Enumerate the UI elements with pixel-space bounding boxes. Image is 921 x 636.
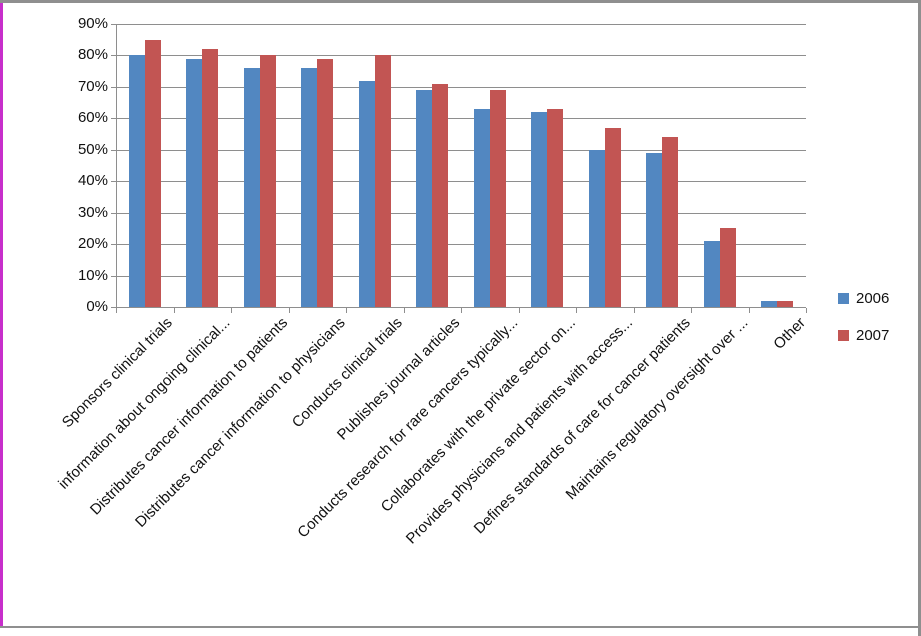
x-axis-tick xyxy=(806,308,807,313)
x-axis-tick xyxy=(749,308,750,313)
y-axis-tick xyxy=(111,307,116,308)
y-axis-tick xyxy=(111,213,116,214)
x-axis-tick xyxy=(519,308,520,313)
bar-2006-11[interactable] xyxy=(704,241,720,307)
y-axis-tick xyxy=(111,276,116,277)
x-axis-tick xyxy=(461,308,462,313)
y-axis-tick-label: 50% xyxy=(77,141,108,158)
y-axis-tick xyxy=(111,55,116,56)
y-axis-tick-label: 10% xyxy=(77,267,108,284)
y-axis-tick-label: 80% xyxy=(77,46,108,63)
x-axis-tick xyxy=(231,308,232,313)
x-axis-tick xyxy=(404,308,405,313)
y-axis-line xyxy=(116,24,117,308)
legend-entry-2007[interactable]: 2007 xyxy=(838,328,889,343)
y-axis-tick xyxy=(111,181,116,182)
category-label-5: Conducts clinical trials xyxy=(289,314,407,432)
frame-bottom-border xyxy=(0,626,921,628)
bar-2006-10[interactable] xyxy=(646,153,662,307)
frame-top-border xyxy=(0,0,921,3)
gridline-90 xyxy=(116,24,806,25)
x-axis-tick xyxy=(691,308,692,313)
bar-2006-6[interactable] xyxy=(416,90,432,307)
x-axis-tick xyxy=(576,308,577,313)
bar-2006-2[interactable] xyxy=(186,59,202,307)
y-axis-tick xyxy=(111,150,116,151)
gridline-10 xyxy=(116,276,806,277)
gridline-0 xyxy=(116,307,806,308)
frame-right-border xyxy=(918,0,921,636)
y-axis-tick xyxy=(111,87,116,88)
bar-2007-4[interactable] xyxy=(317,59,333,307)
category-label-10: Defines standards of care for cancer pat… xyxy=(470,314,694,538)
frame-left-accent xyxy=(0,3,3,626)
bar-2007-9[interactable] xyxy=(605,128,621,307)
y-axis-tick-label: 30% xyxy=(77,204,108,221)
y-axis-tick xyxy=(111,118,116,119)
legend-swatch-2007-icon xyxy=(838,330,849,341)
bar-2007-12[interactable] xyxy=(777,301,793,307)
y-axis-tick-label: 40% xyxy=(77,172,108,189)
bar-2006-3[interactable] xyxy=(244,68,260,307)
gridline-40 xyxy=(116,181,806,182)
gridline-70 xyxy=(116,87,806,88)
y-axis-tick-label: 70% xyxy=(77,78,108,95)
gridline-30 xyxy=(116,213,806,214)
bar-2006-8[interactable] xyxy=(531,112,547,307)
bar-2007-1[interactable] xyxy=(145,40,161,307)
category-label-4: Distributes cancer information to physic… xyxy=(131,314,349,531)
bar-2006-1[interactable] xyxy=(129,55,145,307)
x-axis-tick xyxy=(634,308,635,313)
bar-2007-8[interactable] xyxy=(547,109,563,307)
y-axis-tick-label: 20% xyxy=(77,235,108,252)
bar-2006-12[interactable] xyxy=(761,301,777,307)
legend-label-2007: 2007 xyxy=(856,327,890,344)
x-axis-tick xyxy=(289,308,290,313)
gridline-60 xyxy=(116,118,806,119)
bar-2007-2[interactable] xyxy=(202,49,218,307)
x-axis-tick xyxy=(174,308,175,313)
bar-2007-7[interactable] xyxy=(490,90,506,307)
bar-2006-5[interactable] xyxy=(359,81,375,307)
bar-2007-3[interactable] xyxy=(260,55,276,307)
gridline-20 xyxy=(116,244,806,245)
y-axis-tick-label: 0% xyxy=(86,298,108,315)
x-axis-tick xyxy=(116,308,117,313)
y-axis-tick xyxy=(111,24,116,25)
bar-2007-10[interactable] xyxy=(662,137,678,307)
x-axis-tick xyxy=(346,308,347,313)
y-axis-tick-label: 90% xyxy=(77,15,108,32)
bar-2006-9[interactable] xyxy=(589,150,605,307)
bar-2006-7[interactable] xyxy=(474,109,490,307)
bar-2006-4[interactable] xyxy=(301,68,317,307)
y-axis-tick-label: 60% xyxy=(77,109,108,126)
gridline-50 xyxy=(116,150,806,151)
legend-entry-2006[interactable]: 2006 xyxy=(838,291,889,306)
bar-2007-11[interactable] xyxy=(720,228,736,307)
bar-2007-5[interactable] xyxy=(375,55,391,307)
legend-label-2006: 2006 xyxy=(856,290,890,307)
bar-2007-6[interactable] xyxy=(432,84,448,307)
category-label-1: Sponsors clinical trials xyxy=(59,314,177,432)
gridline-80 xyxy=(116,55,806,56)
legend-swatch-2006-icon xyxy=(838,293,849,304)
category-label-12: Other xyxy=(770,314,809,353)
y-axis-tick xyxy=(111,244,116,245)
